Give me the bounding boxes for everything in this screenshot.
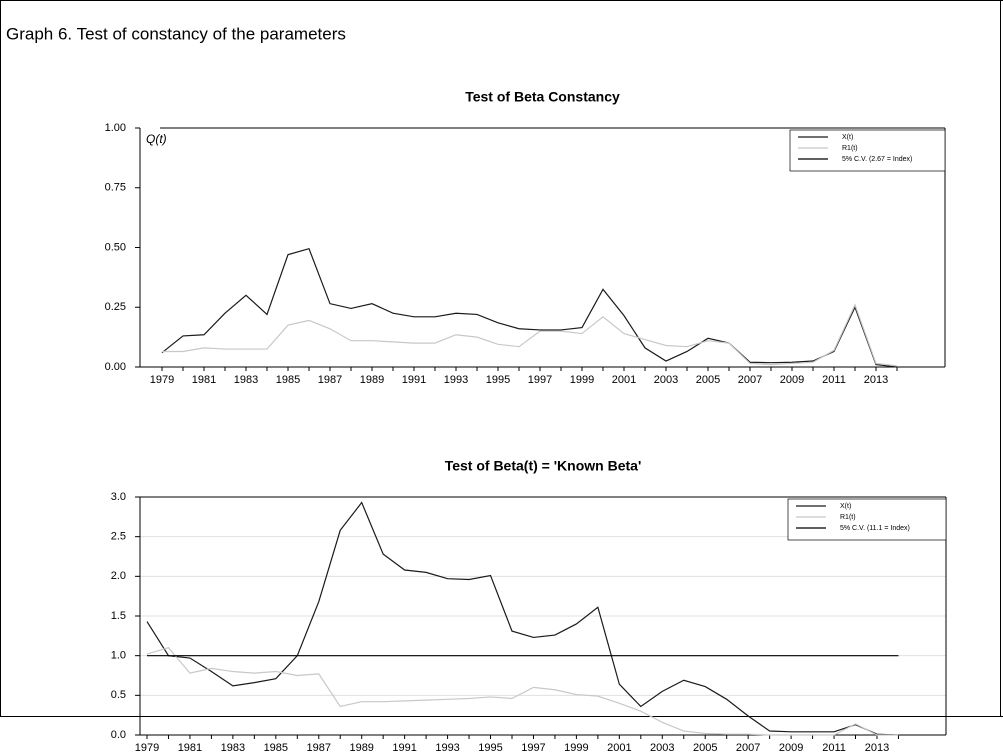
x-tick-label: 2001 [612,374,636,386]
x-tick-label: 1993 [435,742,459,754]
x-tick-label: 1995 [478,742,502,754]
y-tick-label: 3.0 [111,491,126,503]
x-tick-label: 1979 [135,742,159,754]
y-tick-label: 1.5 [111,610,126,622]
x-tick-label: 1989 [349,742,373,754]
x-tick-label: 2013 [865,742,889,754]
x-tick-label: 1985 [276,374,300,386]
x-tick-label: 1991 [392,742,416,754]
x-tick-label: 2011 [822,374,846,386]
legend-label: X(t) [842,134,853,141]
x-tick-label: 1979 [150,374,174,386]
x-tick-label: 2003 [654,374,678,386]
x-tick-label: 1983 [234,374,258,386]
x-tick-label: 2005 [696,374,720,386]
x-tick-label: 1987 [307,742,331,754]
x-tick-label: 1997 [521,742,545,754]
x-tick-label: 2009 [779,742,803,754]
x-tick-label: 1987 [318,374,342,386]
x-tick-label: 2001 [607,742,631,754]
x-tick-label: 2013 [864,374,888,386]
legend-box [789,129,946,172]
y-tick-label: 2.5 [111,531,126,543]
legend-label: 5% C.V. (2.67 = Index) [842,156,912,163]
page-title: Graph 6. Test of constancy of the parame… [6,24,346,43]
x-tick-label: 2009 [780,374,804,386]
y-tick-label: 1.0 [111,650,126,662]
y-tick-label: 0.25 [105,301,126,313]
legend-label: X(t) [840,503,851,510]
x-tick-label: 2007 [736,742,760,754]
series-line [146,501,899,736]
x-tick-label: 1997 [528,374,552,386]
y-tick-label: 0.00 [105,361,126,373]
y-tick-label: 0.50 [105,241,126,253]
x-tick-label: 1999 [564,742,588,754]
x-tick-label: 1981 [178,742,202,754]
legend-box [787,498,947,541]
x-tick-label: 1999 [570,374,594,386]
x-tick-label: 1991 [402,374,426,386]
x-tick-label: 1985 [264,742,288,754]
series-line [162,303,898,367]
x-tick-label: 2011 [822,742,846,754]
x-tick-label: 2003 [650,742,674,754]
y-tick-label: 0.0 [111,729,126,741]
series-line [146,647,899,736]
series-line [161,247,898,368]
y-tick-label: 0.75 [105,182,126,194]
x-tick-label: 1995 [486,374,510,386]
y-tick-label: 2.0 [111,570,126,582]
x-tick-label: 1983 [221,742,245,754]
x-tick-label: 1993 [444,374,468,386]
legend-label: R1(t) [842,145,858,152]
y-tick-label: 0.5 [111,689,126,701]
x-tick-label: 2007 [738,374,762,386]
y-tick-label: 1.00 [105,122,126,134]
x-tick-label: 1981 [192,374,216,386]
chart-title: Test of Beta Constancy [465,89,620,105]
x-tick-label: 1989 [360,374,384,386]
axis-annotation: Q(t) [146,132,167,146]
x-tick-label: 2005 [693,742,717,754]
legend-label: 5% C.V. (11.1 = Index) [840,525,910,532]
chart-title: Test of Beta(t) = 'Known Beta' [445,458,642,474]
legend-label: R1(t) [840,514,856,521]
